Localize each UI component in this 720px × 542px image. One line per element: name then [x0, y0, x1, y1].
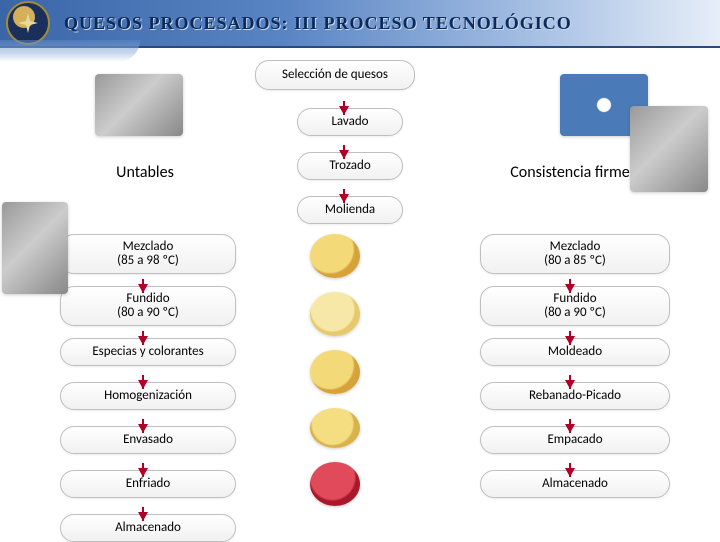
flow-arrow: [339, 106, 349, 115]
right-step-2: Moldeado: [480, 338, 670, 366]
step-molienda: Molienda: [297, 196, 403, 224]
decorative-image-7: [310, 408, 360, 448]
decorative-image-3: [2, 202, 68, 294]
right-step-3: Rebanado-Picado: [480, 382, 670, 410]
flow-arrow: [138, 468, 148, 477]
step-trozado: Trozado: [297, 152, 403, 180]
flow-arrow: [565, 424, 575, 433]
left-step-6: Almacenado: [60, 514, 236, 542]
left-step-0: Mezclado (85 a 98 ºC): [60, 234, 236, 274]
decorative-image-2: [630, 106, 708, 192]
left-step-5: Enfriado: [60, 470, 236, 498]
step-lavado: Lavado: [297, 108, 403, 136]
branch-header-left: Untables: [85, 164, 205, 182]
page-title: QUESOS PROCESADOS: III PROCESO TECNOLÓGI…: [64, 13, 572, 34]
flow-arrow: [565, 284, 575, 293]
left-step-3: Homogenización: [60, 382, 236, 410]
left-step-4: Envasado: [60, 426, 236, 454]
decorative-image-0: [95, 74, 183, 136]
decorative-image-6: [310, 350, 360, 394]
right-step-5: Almacenado: [480, 470, 670, 498]
decorative-image-4: [310, 234, 360, 278]
flow-diagram: Selección de quesos Lavado Trozado Molienda…: [0, 52, 720, 540]
flow-arrow: [565, 468, 575, 477]
flow-arrow: [138, 336, 148, 345]
flow-arrow: [138, 512, 148, 521]
left-step-2: Especias y colorantes: [60, 338, 236, 366]
institution-logo: [6, 1, 50, 45]
flow-arrow: [138, 424, 148, 433]
flow-arrow: [565, 380, 575, 389]
right-step-0: Mezclado (80 a 85 ºC): [480, 234, 670, 274]
flow-arrow: [138, 380, 148, 389]
flow-arrow: [565, 336, 575, 345]
right-step-4: Empacado: [480, 426, 670, 454]
flow-arrow: [339, 150, 349, 159]
flow-arrow: [339, 194, 349, 203]
flow-arrow: [138, 284, 148, 293]
decorative-image-8: [310, 462, 360, 506]
decorative-image-5: [310, 292, 360, 336]
step-seleccion: Selección de quesos: [255, 60, 415, 90]
right-step-1: Fundido (80 a 90 ºC): [480, 286, 670, 326]
left-step-1: Fundido (80 a 90 ºC): [60, 286, 236, 326]
